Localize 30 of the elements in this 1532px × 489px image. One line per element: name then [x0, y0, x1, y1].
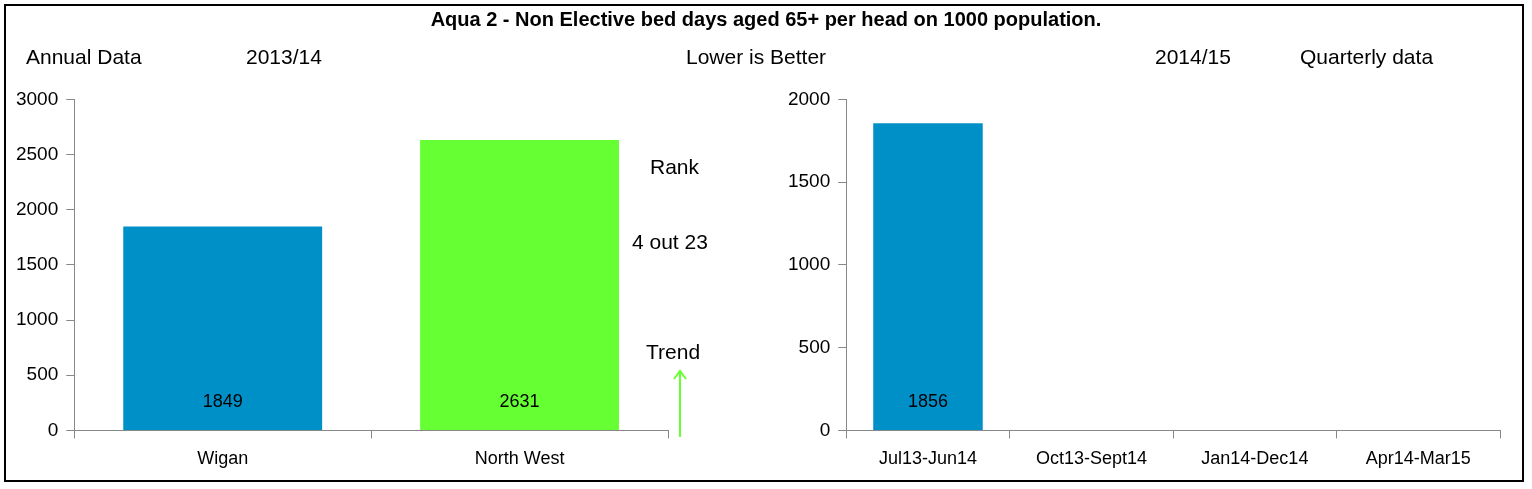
data-label: 1856: [907, 391, 949, 412]
x-tick-label: North West: [474, 448, 565, 469]
y-tick-label: 1000: [15, 308, 59, 330]
text: 2013/14: [246, 45, 322, 69]
x-tick-label: Wigan: [197, 448, 249, 469]
y-tick-label: 1000: [787, 253, 831, 275]
text: Lower is Better: [686, 45, 827, 69]
y-tick-label: 2000: [787, 87, 831, 109]
y-tick-label: 1500: [15, 253, 59, 275]
x-tick-label: Apr14-Mar15: [1365, 448, 1471, 469]
y-tick-label: 1500: [787, 170, 831, 192]
data-label: 1849: [202, 391, 243, 412]
y-tick-label: 500: [798, 335, 831, 357]
y-tick-label: 0: [47, 418, 59, 440]
x-tick-label: Oct13-Sept14: [1035, 448, 1147, 469]
data-label: 2631: [499, 391, 540, 412]
y-tick-label: 2000: [15, 197, 59, 219]
text: Quarterly data: [1300, 45, 1434, 69]
text: Aqua 2 - Non Elective bed days aged 65+ per head on 1000 population.: [429, 8, 1103, 31]
annotation: 4 out 23: [632, 230, 708, 254]
x-tick-label: Jul13-Jun14: [878, 448, 978, 469]
annotation: Trend: [646, 340, 701, 364]
y-tick-label: 2500: [15, 142, 59, 164]
annotation: Rank: [650, 155, 700, 179]
text: Annual Data: [26, 45, 142, 69]
text: 2014/15: [1155, 45, 1231, 69]
y-tick-label: 0: [819, 418, 831, 440]
y-tick-label: 3000: [15, 87, 59, 109]
y-tick-label: 500: [26, 363, 59, 385]
x-tick-label: Jan14-Dec14: [1201, 448, 1309, 469]
